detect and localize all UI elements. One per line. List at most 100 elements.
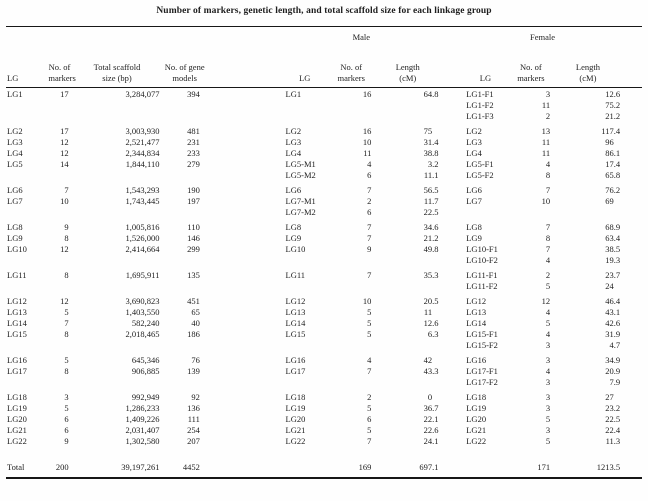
spacer-cell	[206, 243, 280, 254]
cell-female-markers: 3	[545, 339, 551, 350]
cell-lg: LG15	[7, 328, 27, 339]
col-header-scaffold: Total scaffold size (bp)	[70, 45, 164, 88]
cell-female-lg: LG15-F2	[466, 339, 498, 350]
cell-markers: 8	[64, 328, 69, 339]
spacer-cell	[206, 180, 280, 195]
cell-male-markers: 6	[367, 206, 372, 217]
total-row: Total 200 39,197,261 4452 169 697.1 171 …	[6, 446, 642, 478]
cell-female-lg: LG2	[466, 125, 482, 136]
cell-male-markers: 16	[362, 88, 372, 99]
cell-male-markers	[330, 376, 372, 387]
spacer-cell	[206, 265, 280, 280]
cell-scaffold-size: 2,031,407	[125, 424, 160, 435]
spacer-cell	[443, 446, 460, 478]
cell-female-length: 7.9	[609, 376, 621, 387]
table-row: LG5 14 1,844,110 279 LG5-M1 4 3.2 LG5-F1 4 17.4	[6, 158, 642, 169]
cell-male-lg	[280, 110, 330, 121]
table-row: LG11 8 1,695,911 135 LG11 7 35.3 LG11-F1 2 23.7	[6, 265, 642, 280]
spacer-cell	[625, 413, 642, 424]
cell-markers: 6	[64, 424, 69, 435]
cell-male-markers: 10	[362, 295, 372, 306]
spacer-cell	[625, 121, 642, 136]
cell-male-length: 22.1	[423, 413, 439, 424]
cell-female-lg: LG1-F1	[466, 88, 494, 99]
cell-scaffold-size: 645,346	[131, 354, 160, 365]
spacer-cell	[625, 280, 642, 291]
cell-gene-models: 231	[187, 136, 200, 147]
cell-male-length: 35.3	[423, 269, 439, 280]
spacer-cell	[206, 136, 280, 147]
cell-gene-models	[163, 376, 205, 387]
cell-markers	[48, 339, 70, 350]
cell-male-length: 75	[423, 125, 433, 136]
linkage-group-table: Male Female LG No. of markers Total scaff…	[6, 26, 642, 479]
cell-markers: 17	[60, 125, 69, 136]
cell-male-lg: LG5-M1	[285, 158, 316, 169]
cell-scaffold-size	[71, 339, 164, 350]
cell-gene-models: 299	[187, 243, 200, 254]
cell-markers: 9	[64, 221, 69, 232]
spacer-cell	[625, 328, 642, 339]
cell-female-markers: 4	[545, 328, 551, 339]
cell-female-lg: LG16	[466, 354, 487, 365]
cell-male-length	[372, 254, 443, 265]
cell-female-length: 65.8	[605, 169, 621, 180]
cell-male-length: 43.3	[423, 365, 439, 376]
table-row: LG15-F2 3 4.7	[6, 339, 642, 350]
cell-male-lg: LG19	[285, 402, 306, 413]
spacer-cell	[625, 243, 642, 254]
cell-male-length: 20.5	[423, 295, 439, 306]
column-header-row: LG No. of markers Total scaffold size (bp)…	[6, 45, 642, 88]
col-header-spacer	[443, 45, 461, 88]
cell-female-length: 34.9	[605, 354, 621, 365]
cell-lg: LG20	[7, 413, 27, 424]
cell-female-markers: 12	[541, 295, 551, 306]
cell-gene-models: 197	[187, 195, 200, 206]
cell-markers: 12	[60, 136, 69, 147]
cell-male-lg: LG2	[285, 125, 302, 136]
table-row: LG10 12 2,414,664 299 LG10 9 49.8 LG10-F1 7 38.5	[6, 243, 642, 254]
cell-male-lg: LG12	[285, 295, 306, 306]
total-gene-models: 4452	[182, 461, 200, 472]
spacer-cell	[206, 339, 280, 350]
cell-male-lg: LG5-M2	[285, 169, 316, 180]
cell-lg: LG21	[7, 424, 27, 435]
cell-female-length: 42.6	[605, 317, 621, 328]
cell-male-markers: 11	[363, 147, 372, 158]
cell-lg: LG10	[7, 243, 27, 254]
cell-male-markers: 5	[367, 424, 372, 435]
spacer-cell	[625, 402, 642, 413]
cell-markers	[48, 254, 70, 265]
cell-male-markers: 7	[367, 232, 372, 243]
spacer-cell	[206, 306, 280, 317]
male-group-header: Male	[352, 31, 371, 42]
cell-female-lg: LG8	[466, 221, 482, 232]
spacer-cell	[625, 88, 642, 99]
cell-lg	[6, 110, 48, 121]
cell-male-lg	[280, 339, 330, 350]
spacer-cell	[206, 365, 280, 376]
cell-scaffold-size: 3,284,077	[125, 88, 160, 99]
cell-male-markers	[330, 280, 372, 291]
cell-male-markers: 10	[362, 136, 372, 147]
spacer-cell	[625, 147, 642, 158]
cell-female-lg: LG18	[466, 391, 487, 402]
spacer-cell	[443, 328, 460, 339]
cell-gene-models	[163, 99, 205, 110]
spacer-cell	[206, 413, 280, 424]
cell-female-markers: 5	[545, 317, 551, 328]
table-row: LG1-F3 2 21.2	[6, 110, 642, 121]
cell-markers: 14	[60, 158, 69, 169]
spacer-cell	[206, 232, 280, 243]
cell-male-lg: LG6	[285, 184, 302, 195]
cell-gene-models	[163, 339, 205, 350]
table-row: LG15 8 2,018,465 186 LG15 5 6.3 LG15-F1 4 31.9	[6, 328, 642, 339]
spacer-cell	[443, 339, 460, 350]
spacer-cell	[625, 376, 642, 387]
col-header-male-markers: No. of markers	[330, 45, 373, 88]
spacer-cell	[206, 291, 280, 306]
cell-markers	[48, 206, 70, 217]
cell-female-lg: LG1-F3	[466, 110, 494, 121]
spacer-cell	[625, 169, 642, 180]
spacer-cell	[206, 206, 280, 217]
